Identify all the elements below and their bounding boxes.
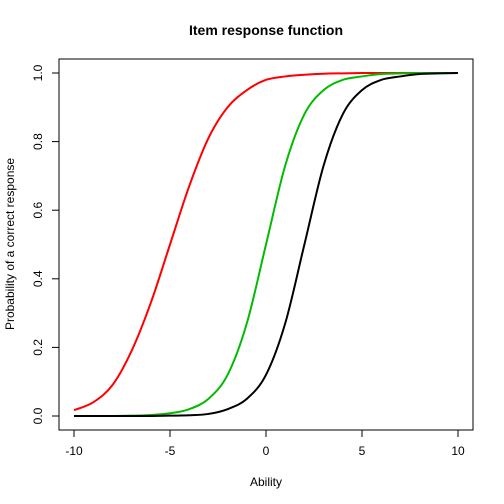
curves-layer (73, 71, 459, 418)
y-axis: 0.0 0.2 0.4 0.6 0.8 1.0 (31, 64, 60, 424)
x-tick-label: 0 (263, 444, 270, 458)
series-line-3 (73, 72, 459, 418)
y-tick-label: 0.6 (31, 202, 45, 219)
chart-title: Item response function (189, 22, 343, 38)
series-line-2 (73, 71, 458, 418)
x-tick-label: -5 (165, 444, 176, 458)
x-axis-label: Ability (250, 475, 282, 489)
y-tick-label: 1.0 (31, 64, 45, 81)
x-tick-label: 5 (359, 444, 366, 458)
y-tick-label: 0.4 (31, 270, 45, 287)
x-axis: -10 -5 0 5 10 (65, 429, 465, 458)
y-tick-label: 0.2 (31, 339, 45, 356)
x-tick-label: 10 (451, 444, 465, 458)
x-tick-label: -10 (65, 444, 83, 458)
y-tick-label: 0.8 (31, 133, 45, 150)
y-tick-label: 0.0 (31, 407, 45, 424)
y-axis-label: Probability of a correct response (3, 158, 17, 330)
